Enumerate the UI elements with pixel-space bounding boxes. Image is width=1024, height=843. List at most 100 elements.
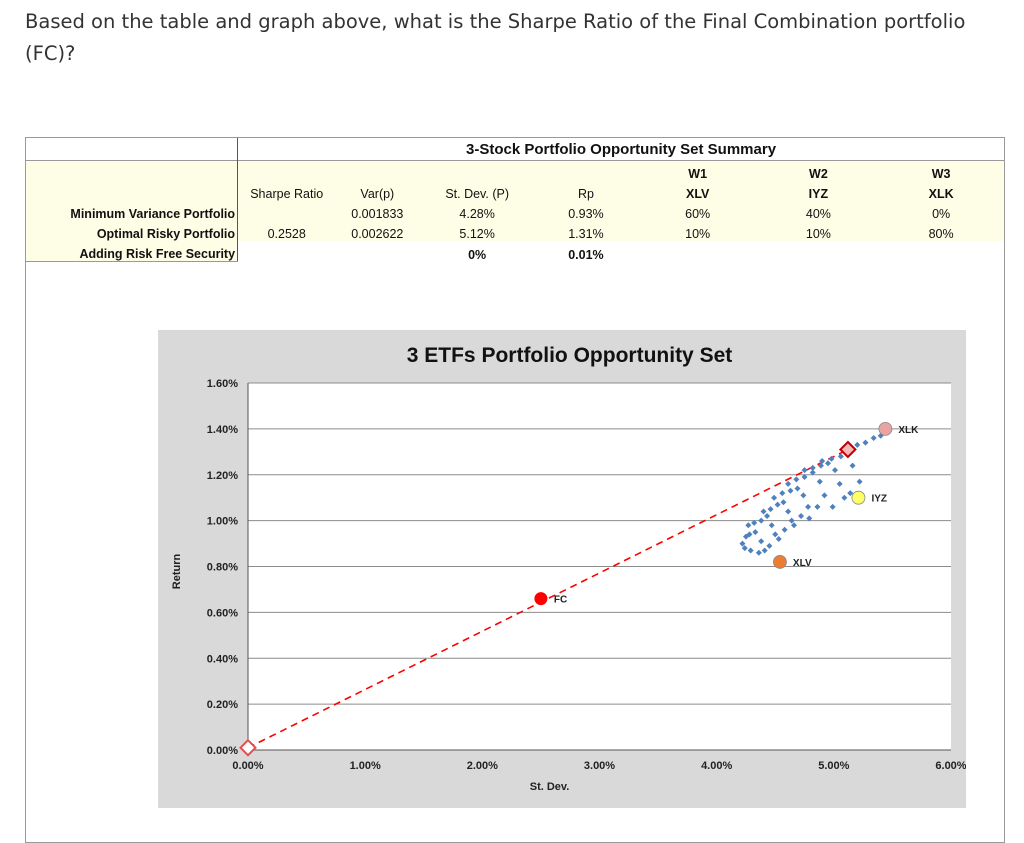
opportunity-set-point <box>805 503 812 510</box>
y-tick-label: 1.60% <box>207 378 238 390</box>
point-label-iyz: IYZ <box>871 494 887 505</box>
opportunity-set-point <box>755 549 762 556</box>
opportunity-set-point <box>821 492 828 499</box>
opportunity-set-point <box>741 545 748 552</box>
opportunity-set-point <box>856 478 863 485</box>
opportunity-set-point <box>800 492 807 499</box>
opportunity-set-point <box>801 474 808 481</box>
opportunity-set-point <box>781 526 788 533</box>
opportunity-set-point <box>870 435 877 442</box>
opportunity-set-point <box>847 490 854 497</box>
risk-free-marker <box>239 738 257 757</box>
header-w2-ticker: IYZ <box>808 187 829 201</box>
opportunity-set-point <box>772 531 779 538</box>
chart-area: 0.00% 0.20% 0.40% 0.60% 0.80% 1.00% 1.20% 1.40%… <box>158 330 966 808</box>
opportunity-set-point <box>758 538 765 545</box>
x-tick-label: 6.00% <box>935 760 966 772</box>
y-tick-label: 1.20% <box>207 470 238 482</box>
opportunity-set-point <box>819 457 826 464</box>
opportunity-set-point <box>788 517 795 524</box>
opportunity-set-point <box>752 529 759 536</box>
y-tick-label: 0.60% <box>207 607 238 619</box>
point-xlk <box>878 421 893 436</box>
opportunity-set-point <box>814 503 821 510</box>
opportunity-set-point <box>771 494 778 501</box>
opportunity-set-point <box>809 469 816 476</box>
summary-table: 3-Stock Portfolio Opportunity Set Summar… <box>26 138 1004 262</box>
opportunity-set-point <box>837 453 844 460</box>
opportunity-set-point <box>760 508 767 515</box>
opportunity-set-point <box>817 462 824 469</box>
y-axis-label: Return <box>171 554 183 590</box>
point-fc <box>534 592 548 606</box>
opportunity-set-point <box>775 535 782 542</box>
opportunity-set-point <box>809 464 816 471</box>
opportunity-set-point <box>828 455 835 462</box>
chart-title: 3 ETFs Portfolio Opportunity Set <box>407 344 733 367</box>
opportunity-set-point <box>766 542 773 549</box>
opportunity-set-point <box>836 480 843 487</box>
opportunity-set-point <box>774 501 781 508</box>
y-tick-label: 0.00% <box>207 745 238 757</box>
opportunity-set-point <box>816 478 823 485</box>
table-row: Minimum Variance Portfolio 0.001833 4.28… <box>26 201 1004 221</box>
y-tick-label: 1.40% <box>207 424 238 436</box>
opportunity-set-point <box>854 441 861 448</box>
point-xlv <box>773 555 787 569</box>
x-tick-label: 2.00% <box>467 760 498 772</box>
opportunity-set-point <box>801 467 808 474</box>
header-var: Var(p) <box>360 187 395 201</box>
question-text: Based on the table and graph above, what… <box>25 10 966 65</box>
y-tick-label: 0.40% <box>207 653 238 665</box>
table-title: 3-Stock Portfolio Opportunity Set Summar… <box>466 141 777 158</box>
table-row: Adding Risk Free Security 0% 0.01% <box>26 241 1004 262</box>
opportunity-set-point <box>841 494 848 501</box>
opportunity-set-point <box>787 487 794 494</box>
opportunity-set-point <box>794 485 801 492</box>
figure-frame: 3-Stock Portfolio Opportunity Set Summar… <box>25 137 1005 843</box>
header-w1: W1 <box>688 167 708 181</box>
header-sharpe: Sharpe Ratio <box>250 187 324 201</box>
x-tick-label: 0.00% <box>232 760 263 772</box>
x-tick-label: 1.00% <box>350 760 381 772</box>
opportunity-set-point <box>780 499 787 506</box>
opportunity-set-point <box>739 540 746 547</box>
point-label-fc: FC <box>554 595 567 606</box>
opportunity-set-point <box>746 531 753 538</box>
opportunity-set-point <box>764 513 771 520</box>
opportunity-set-point <box>751 519 758 526</box>
opportunity-set-point <box>806 515 813 522</box>
opportunity-set-point <box>849 462 856 469</box>
opportunity-set-point <box>832 467 839 474</box>
point-iyz <box>851 490 866 505</box>
point-label-xlk: XLK <box>898 425 919 436</box>
opportunity-set-point <box>745 522 752 529</box>
x-tick-label: 3.00% <box>584 760 615 772</box>
opportunity-set-point <box>768 522 775 529</box>
opportunity-set-point <box>761 547 768 554</box>
opportunity-set-point <box>862 439 869 446</box>
y-tick-label: 0.80% <box>207 562 238 574</box>
opportunity-set-point <box>790 522 797 529</box>
header-rp: Rp <box>577 187 594 201</box>
x-tick-label: 5.00% <box>818 760 849 772</box>
header-w2: W2 <box>809 167 828 181</box>
opportunity-set-point <box>747 547 754 554</box>
table-row: Optimal Risky Portfolio 0.2528 0.002622 … <box>26 221 1004 241</box>
x-tick-label: 4.00% <box>701 760 732 772</box>
x-axis-label: St. Dev. <box>530 781 570 793</box>
optimal-risky-marker <box>838 440 857 459</box>
header-w3-ticker: XLK <box>928 187 954 201</box>
capital-allocation-line <box>247 448 849 749</box>
opportunity-set-point <box>798 513 805 520</box>
opportunity-set-point <box>779 490 786 497</box>
opportunity-set-point <box>824 460 831 467</box>
y-tick-label: 0.20% <box>207 699 238 711</box>
opportunity-set-point <box>793 476 800 483</box>
point-label-xlv: XLV <box>793 558 812 569</box>
chart-svg: 0.00% 0.20% 0.40% 0.60% 0.80% 1.00% 1.20% 1.40%… <box>171 344 966 793</box>
opportunity-set-point <box>829 503 836 510</box>
y-tick-label: 1.00% <box>207 516 238 528</box>
header-w3: W3 <box>931 167 951 181</box>
opportunity-set-point <box>785 508 792 515</box>
